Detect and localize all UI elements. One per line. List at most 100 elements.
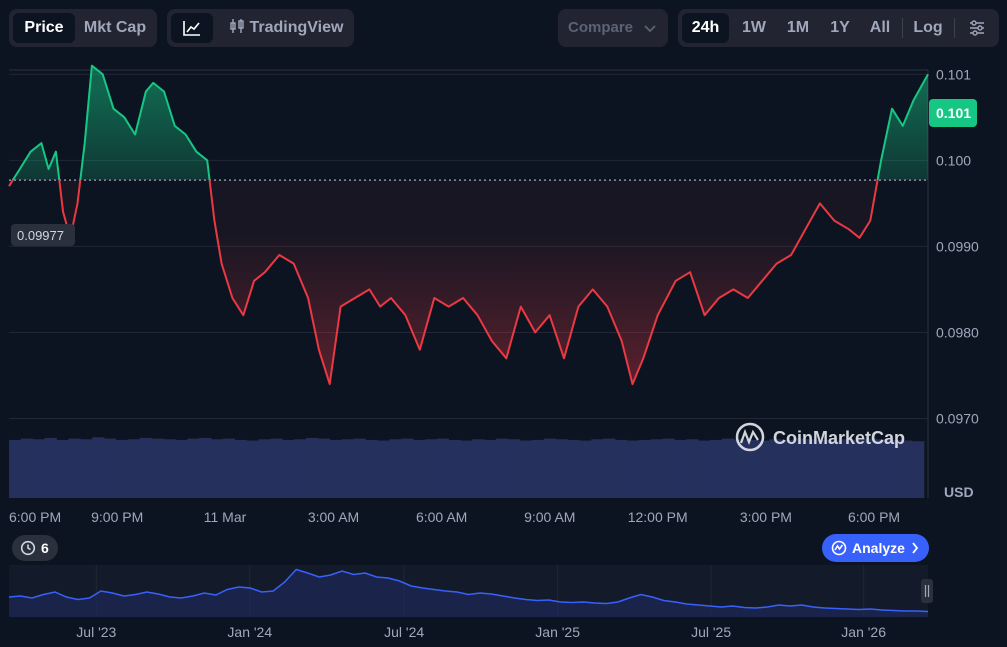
volume-bar bbox=[912, 441, 925, 498]
range-1w[interactable]: 1W bbox=[742, 19, 766, 36]
volume-bar bbox=[258, 439, 271, 498]
volume-bar bbox=[199, 437, 212, 498]
coinmarketcap-logo-icon bbox=[735, 422, 765, 452]
price-tab[interactable]: Price bbox=[13, 13, 75, 43]
navigator-label: Jul '24 bbox=[384, 624, 424, 640]
line-chart-button[interactable] bbox=[171, 13, 213, 43]
y-tick-label: 0.100 bbox=[936, 152, 971, 168]
price-line-down bbox=[8, 180, 879, 386]
chart-type-group: TradingView bbox=[167, 9, 354, 47]
volume-bar bbox=[32, 439, 45, 498]
current-price-badge: 0.101 bbox=[929, 99, 977, 127]
volume-bar bbox=[306, 437, 319, 498]
volume-bar bbox=[294, 439, 307, 498]
chart-settings-button[interactable] bbox=[960, 13, 994, 43]
price-chart[interactable]: 0.0970 0.0980 0.0990 0.100 0.101 USD 0.09977… bbox=[0, 0, 1007, 530]
volume-bar bbox=[519, 440, 533, 498]
toolbar-divider-2 bbox=[954, 18, 955, 38]
volume-bar bbox=[876, 439, 889, 498]
x-tick-label: 9:00 PM bbox=[91, 509, 144, 525]
view-toggle-group: Price Mkt Cap bbox=[9, 9, 157, 47]
volume-bar bbox=[686, 439, 699, 498]
analyze-label: Analyze bbox=[852, 540, 905, 556]
volume-bar bbox=[151, 438, 164, 498]
x-tick-label: 11 Mar bbox=[203, 509, 247, 525]
volume-bar bbox=[615, 439, 628, 498]
volume-bar bbox=[424, 439, 438, 498]
volume-bar bbox=[638, 439, 651, 498]
volume-bar bbox=[448, 439, 461, 498]
volume-bar bbox=[9, 439, 22, 498]
compare-label: Compare bbox=[568, 19, 634, 36]
volume-bar bbox=[282, 439, 295, 498]
volume-bar bbox=[270, 438, 283, 498]
volume-bar bbox=[757, 440, 770, 498]
range-24h[interactable]: 24h bbox=[682, 13, 729, 43]
volume-bar bbox=[531, 439, 545, 498]
volume-bar bbox=[104, 438, 117, 498]
x-tick-label: 3:00 AM bbox=[307, 509, 360, 525]
y-tick-label: 0.0980 bbox=[936, 324, 979, 340]
range-navigator[interactable]: Jul '23 Jan '24 Jul '24 Jan '25 Jul '25 Jan '… bbox=[0, 557, 1007, 647]
volume-bar bbox=[401, 438, 414, 498]
x-tick-label: 12:00 PM bbox=[627, 509, 688, 525]
volume-bar bbox=[127, 439, 141, 498]
volume-bar bbox=[543, 438, 556, 498]
log-scale-button[interactable]: Log bbox=[913, 19, 943, 36]
volume-bar bbox=[900, 440, 913, 498]
range-1y[interactable]: 1Y bbox=[830, 19, 850, 36]
y-tick-label: 0.101 bbox=[936, 66, 971, 82]
volume-bar bbox=[710, 439, 723, 498]
volume-bar bbox=[211, 439, 224, 498]
volume-bar bbox=[496, 438, 509, 498]
navigator-label: Jul '23 bbox=[76, 624, 116, 640]
history-badge[interactable]: 6 bbox=[12, 535, 58, 561]
open-price-badge: 0.09977 bbox=[11, 224, 75, 246]
volume-bar bbox=[222, 438, 236, 498]
volume-bar bbox=[460, 440, 473, 498]
range-1m[interactable]: 1M bbox=[786, 19, 810, 36]
navigator-labels: Jul '23 Jan '24 Jul '24 Jan '25 Jul '25 Jan '… bbox=[76, 624, 886, 640]
volume-bar bbox=[175, 439, 188, 498]
candlestick-icon bbox=[229, 19, 244, 33]
volume-bar bbox=[674, 439, 687, 498]
volume-bar bbox=[413, 439, 426, 498]
volume-bar bbox=[603, 438, 616, 498]
volume-bar bbox=[555, 439, 568, 498]
tradingview-button[interactable]: TradingView bbox=[223, 13, 349, 43]
compare-dropdown[interactable]: Compare bbox=[558, 9, 668, 47]
volume-bar bbox=[115, 439, 129, 498]
volume-bar bbox=[329, 439, 343, 498]
analyze-button[interactable]: Analyze bbox=[822, 534, 929, 562]
volume-bar bbox=[341, 439, 354, 498]
volume-bar bbox=[56, 439, 69, 498]
volume-bar bbox=[436, 438, 449, 498]
navigator-label: Jan '24 bbox=[227, 624, 272, 640]
volume-bar bbox=[80, 439, 93, 498]
volume-bar bbox=[591, 439, 604, 498]
y-axis-ticks: 0.0970 0.0980 0.0990 0.100 0.101 bbox=[936, 66, 979, 426]
volume-bar bbox=[864, 438, 877, 498]
chevron-down-icon bbox=[644, 25, 656, 33]
volume-bar bbox=[626, 440, 640, 498]
volume-bar bbox=[389, 439, 402, 498]
volume-bar bbox=[769, 439, 782, 498]
mktcap-tab[interactable]: Mkt Cap bbox=[83, 19, 147, 36]
volume-bar bbox=[377, 440, 390, 498]
history-icon bbox=[20, 540, 36, 556]
volume-bar bbox=[817, 439, 830, 498]
volume-bar bbox=[20, 438, 34, 498]
drag-handle-icon[interactable] bbox=[921, 579, 933, 603]
x-tick-label: 3:00 PM bbox=[739, 509, 792, 525]
line-chart-icon bbox=[183, 21, 200, 36]
volume-bar bbox=[698, 440, 711, 498]
volume-bar bbox=[246, 440, 259, 498]
volume-bar bbox=[68, 438, 81, 498]
volume-bar bbox=[234, 439, 247, 498]
volume-bar bbox=[353, 438, 366, 498]
volume-bar bbox=[793, 438, 806, 498]
x-tick-label: 6:00 PM bbox=[9, 509, 62, 525]
range-all[interactable]: All bbox=[869, 19, 891, 36]
volume-bar bbox=[567, 439, 580, 498]
volume-bar bbox=[852, 439, 865, 498]
